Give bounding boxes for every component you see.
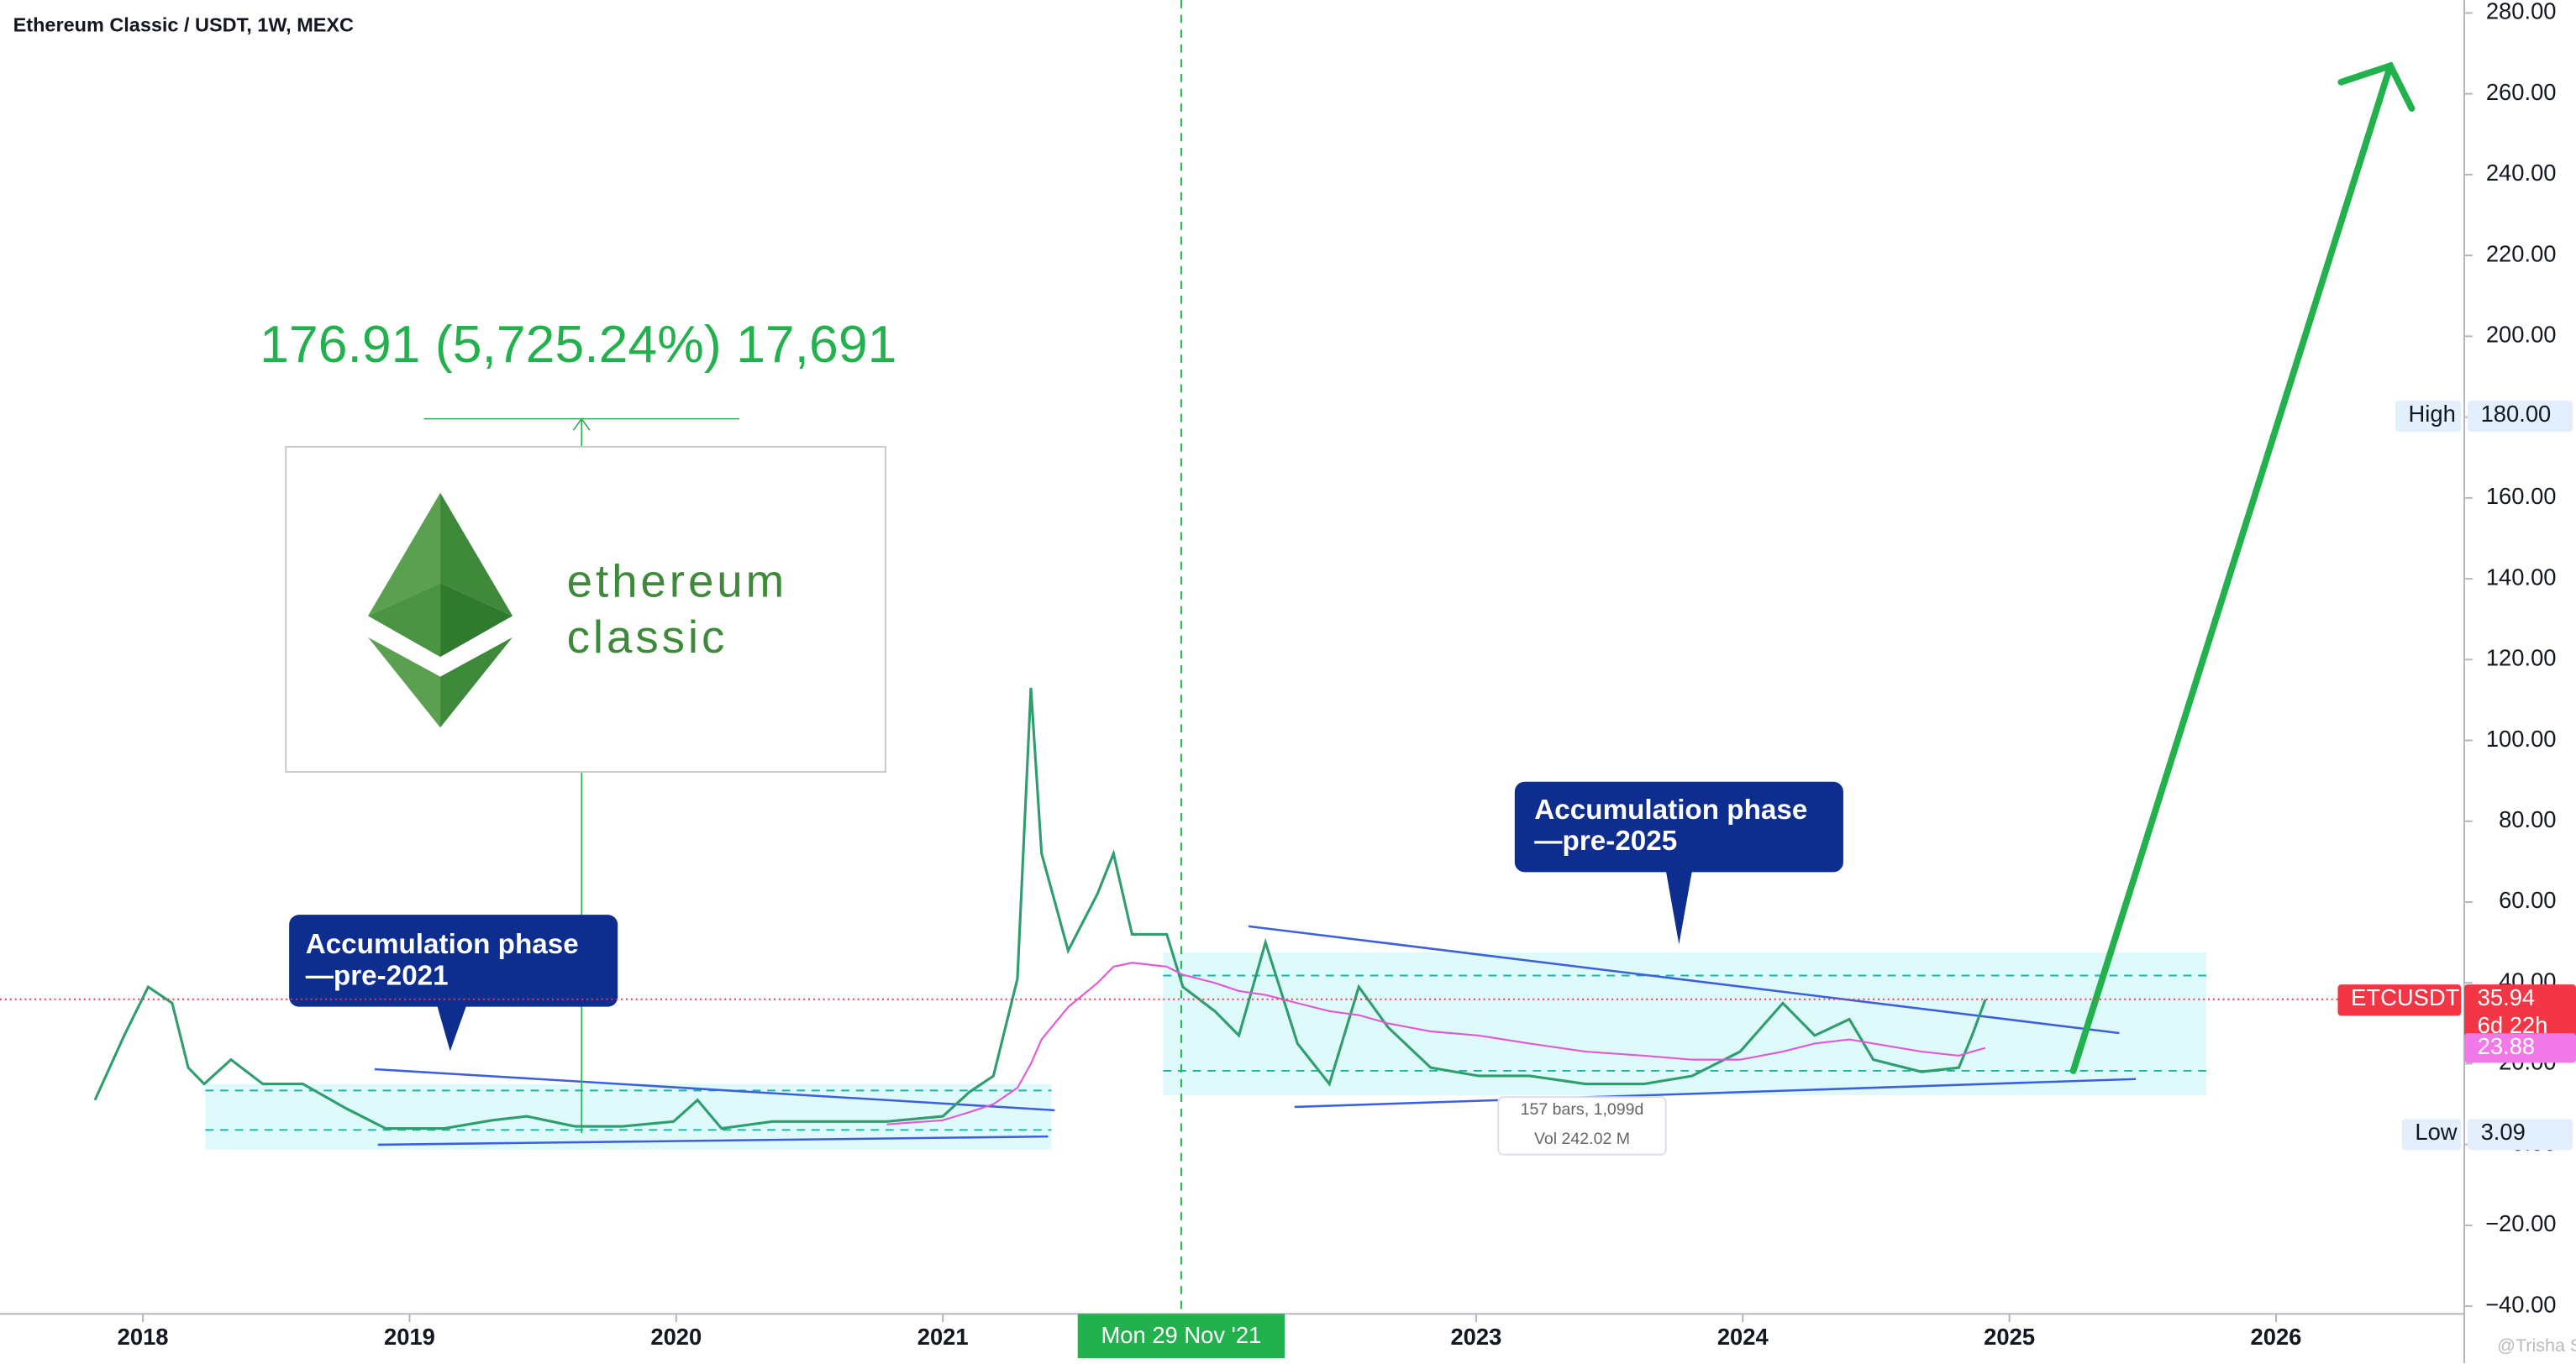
y-tick-label: −20.00	[2485, 1210, 2556, 1236]
y-tick-label: 60.00	[2499, 887, 2556, 913]
high-value-box	[2467, 401, 2573, 433]
y-tick-label: 260.00	[2486, 79, 2557, 105]
zone-lines	[205, 974, 2207, 1131]
high-name: High	[2409, 401, 2456, 427]
ma-value: 23.88	[2478, 1033, 2535, 1059]
x-tick-label: 2021	[917, 1324, 969, 1350]
low-value-box	[2467, 1119, 2573, 1151]
callout-text: Accumulation phase	[306, 929, 579, 960]
low-name-box	[2401, 1119, 2462, 1151]
range-info: 157 bars, 1,099d	[1521, 1100, 1644, 1119]
callout-text: —pre-2021	[306, 960, 449, 991]
y-tick-label: 80.00	[2499, 806, 2556, 832]
callout: Accumulation phase —pre-2021	[289, 915, 618, 1052]
plot	[0, 687, 2465, 1131]
y-tick-label: 200.00	[2486, 322, 2557, 348]
y-tick-label: 140.00	[2486, 564, 2557, 590]
callout-text: —pre-2025	[1534, 826, 1677, 857]
callout: Accumulation phase —pre-2025	[1514, 781, 1843, 945]
x-tick-label: 2026	[2251, 1324, 2302, 1350]
x-tick-label: 2025	[1984, 1324, 2035, 1350]
axis-labels: −40.00−20.000.0020.0040.0060.0080.00100.…	[118, 0, 2576, 1350]
y-tick-label: 120.00	[2486, 645, 2557, 671]
logo-text: classic	[567, 611, 728, 663]
x-tick-label: 2020	[650, 1324, 702, 1350]
y-tick-label: −40.00	[2485, 1291, 2556, 1317]
last-price: 35.94	[2478, 984, 2535, 1010]
moving-average	[886, 962, 1986, 1125]
x-tick-label: 2023	[1450, 1324, 1501, 1350]
range-box	[1497, 1096, 1667, 1156]
y-tick-label: 220.00	[2486, 240, 2557, 266]
last-name: ETCUSDT	[2351, 984, 2459, 1010]
watermark: @Trisha Saha	[2497, 1335, 2576, 1356]
forecast-arrow	[2069, 61, 2416, 1074]
high-name-box	[2395, 401, 2462, 433]
chart-title: Ethereum Classic / USDT, 1W, MEXC	[13, 14, 354, 36]
y-tick-label: 240.00	[2486, 160, 2557, 186]
trend-lines	[374, 925, 2137, 1146]
last-name-box	[2337, 984, 2462, 1016]
range-info: Vol 242.02 M	[1534, 1130, 1630, 1148]
x-tick-label: 2018	[118, 1324, 169, 1350]
x-tick-label: 2019	[384, 1324, 435, 1350]
low-value: 3.09	[2481, 1119, 2526, 1145]
crosshair-date-box	[1077, 1314, 1285, 1359]
last-price-box	[2464, 984, 2576, 1044]
logo-text: ethereum	[567, 555, 788, 607]
price-line	[93, 687, 1987, 1131]
measure-label: 176.91 (5,725.24%) 17,691	[260, 315, 896, 374]
low-name: Low	[2415, 1119, 2457, 1145]
y-tick-label: 100.00	[2486, 726, 2557, 752]
x-tick-label: 2024	[1717, 1324, 1769, 1350]
y-tick-label: 160.00	[2486, 483, 2557, 509]
ma-value-box	[2464, 1033, 2576, 1063]
callout-text: Accumulation phase	[1534, 795, 1807, 826]
y-tick-label: 280.00	[2486, 0, 2557, 24]
crosshair-date: Mon 29 Nov '21	[1101, 1322, 1262, 1348]
high-value: 180.00	[2481, 401, 2552, 427]
